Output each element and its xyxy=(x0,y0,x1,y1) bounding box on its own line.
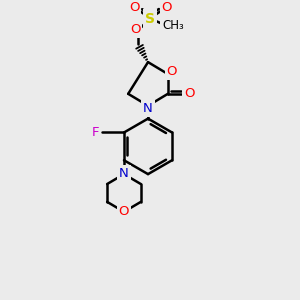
Text: N: N xyxy=(119,167,129,180)
Text: O: O xyxy=(129,1,140,14)
Text: S: S xyxy=(145,11,155,26)
Text: CH₃: CH₃ xyxy=(162,19,184,32)
Text: O: O xyxy=(119,205,129,218)
Text: N: N xyxy=(143,102,153,115)
Text: O: O xyxy=(162,1,172,14)
Text: O: O xyxy=(167,64,177,77)
Text: F: F xyxy=(92,126,99,139)
Text: O: O xyxy=(184,87,195,100)
Text: O: O xyxy=(130,23,140,36)
